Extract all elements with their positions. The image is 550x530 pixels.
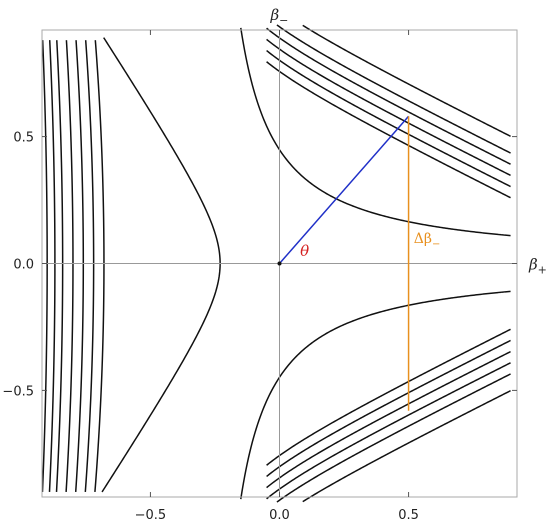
segment-radius — [278, 115, 410, 264]
y-tick-label: 0.5 — [13, 131, 34, 146]
contour-right-lower-1 — [266, 328, 511, 466]
labels: −0.5 0.0 0.5 0.5 0.0 −0.5 β+ β− θ Δβ− — [2, 6, 546, 523]
y-tick-label: −0.5 — [2, 384, 34, 399]
contour-right-lower-6 — [302, 390, 511, 503]
annotation-delta-beta-minus: Δβ− — [414, 231, 441, 250]
contour-left-branch — [101, 37, 221, 493]
contour-far-left-2 — [84, 40, 95, 492]
contour-right-upper-2 — [266, 49, 511, 188]
contour-far-left-3 — [74, 40, 85, 492]
y-axis-label: β− — [270, 6, 289, 27]
origin-point — [277, 261, 282, 266]
contour-right-upper-1 — [266, 61, 511, 199]
contour-center-lower — [240, 290, 511, 500]
annotation-theta: θ — [300, 242, 309, 260]
contour-far-left-6 — [48, 40, 56, 492]
x-tick-label: −0.5 — [135, 508, 167, 523]
x-tick-label: 0.5 — [398, 508, 419, 523]
contour-right-upper-4 — [266, 27, 511, 165]
contour-right-upper-5 — [276, 24, 511, 154]
x-axis-label: β+ — [528, 256, 547, 277]
segments — [277, 115, 410, 411]
contour-far-left-5 — [55, 40, 64, 492]
contour-far-left-7 — [41, 40, 48, 492]
contour-right-lower-4 — [266, 362, 511, 500]
contour-far-left-4 — [65, 40, 74, 492]
contour-right-upper-3 — [266, 38, 511, 177]
y-tick-label: 0.0 — [13, 258, 34, 273]
contour-center-upper — [240, 27, 511, 237]
contour-right-lower-2 — [266, 339, 511, 478]
contour-far-left-1 — [94, 40, 105, 492]
contour-right-upper-6 — [302, 24, 511, 137]
x-tick-label: 0.0 — [269, 508, 290, 523]
contour-curves — [41, 24, 511, 503]
contour-right-lower-3 — [266, 350, 511, 489]
contour-right-lower-5 — [276, 373, 511, 503]
frame-ticks — [41, 29, 518, 498]
